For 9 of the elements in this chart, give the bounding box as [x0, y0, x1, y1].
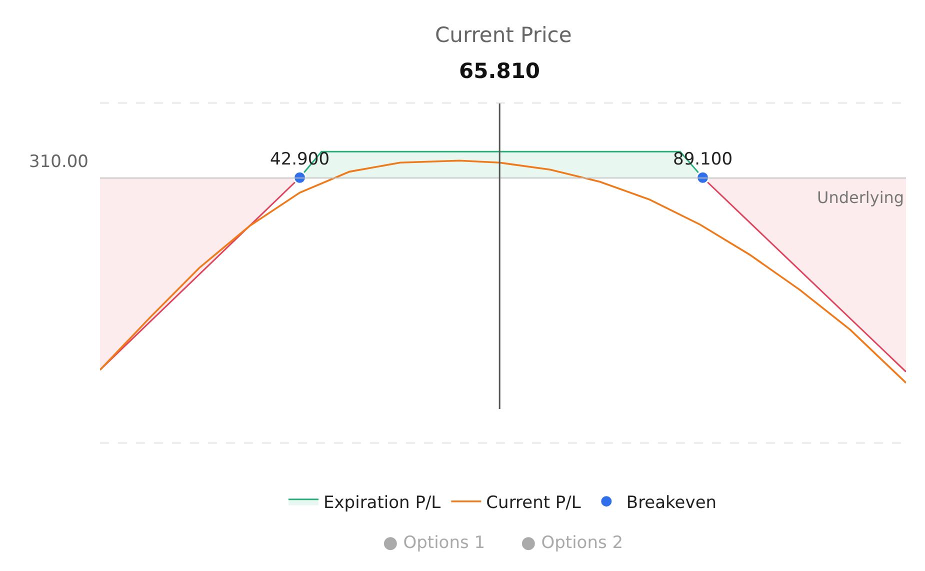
legend-label: Current P/L: [486, 492, 582, 513]
annotation: Underlying: [817, 188, 904, 207]
text: ● Options 2: [521, 533, 624, 553]
chart-title: Current Price: [435, 23, 572, 47]
text: 310.00: [29, 152, 88, 172]
text: ● Options 1: [383, 533, 486, 553]
legend-label: Expiration P/L: [324, 492, 442, 513]
ref-line-label: 65.810: [459, 59, 540, 83]
legend-label: Breakeven: [626, 492, 717, 513]
